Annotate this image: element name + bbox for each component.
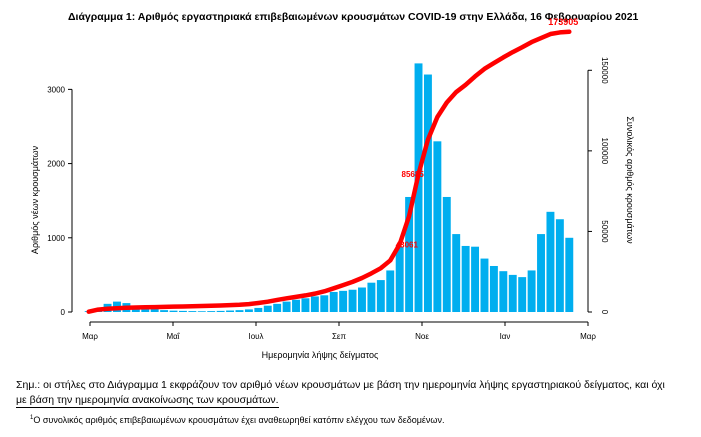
bar — [292, 299, 300, 312]
y2-axis-label: Συνολικός αριθμός κρουσμάτων — [625, 116, 635, 244]
bar — [527, 270, 536, 312]
bar-series — [84, 63, 574, 312]
bar — [423, 74, 432, 312]
bar — [499, 271, 508, 312]
footnote: 1Ο συνολικός αριθμός επιβεβαιωμένων κρου… — [30, 415, 444, 425]
y-axis-label: Αριθμός νέων κρουσμάτων — [30, 145, 40, 254]
bar — [216, 310, 225, 312]
x-tick-label: Ιουλ — [248, 332, 263, 341]
bar — [150, 309, 159, 312]
bar — [235, 310, 244, 312]
total-cases-series — [86, 29, 572, 314]
bar — [160, 310, 169, 312]
bar — [376, 280, 385, 312]
bar — [169, 310, 178, 312]
right-tick-label: 0 — [600, 310, 609, 315]
bar — [537, 234, 545, 312]
bar — [442, 196, 451, 312]
footnote-mark: 1 — [30, 415, 34, 421]
bar — [395, 246, 404, 312]
annotation-total: 173905 — [548, 17, 578, 27]
bar — [254, 307, 263, 312]
bar — [480, 258, 489, 312]
x-tick-label: Νοε — [415, 332, 429, 341]
bar — [518, 277, 527, 312]
x-tick-label: Σεπ — [332, 332, 347, 341]
left-tick-label: 1000 — [47, 234, 65, 243]
note: Σημ.: οι στήλες στο Διάγραμμα 1 εκφράζου… — [16, 378, 686, 408]
bar — [405, 196, 414, 312]
bar — [471, 246, 480, 312]
bar — [188, 311, 197, 312]
note-line-1: Σημ.: οι στήλες στο Διάγραμμα 1 εκφράζου… — [16, 379, 665, 391]
left-tick-label: 3000 — [47, 85, 65, 94]
x-axis-label: Ημερομηνία λήψης δείγματος — [262, 350, 379, 360]
x-tick-label: Μαΐ — [166, 332, 180, 341]
chart-title: Διάγραμμα 1: Αριθμός εργαστηριακά επιβεβ… — [68, 11, 639, 23]
right-tick-label: 150000 — [600, 57, 609, 84]
bar — [386, 270, 395, 312]
bar — [508, 274, 517, 312]
bar — [226, 310, 235, 312]
left-tick-label: 0 — [61, 308, 66, 317]
total-cases-line — [86, 29, 572, 314]
note-line-2: με βάση την ημερομηνία ανακοίνωσης των κ… — [16, 394, 279, 408]
bar — [329, 291, 338, 312]
chart-area: 0 1000 2000 3000 0 50000 100000 150000 Μαρ Μαΐ Ι… — [30, 17, 635, 360]
bar — [358, 287, 366, 312]
bar — [555, 219, 564, 312]
bar — [414, 63, 423, 312]
bar — [339, 290, 348, 312]
x-axis: Μαρ Μαΐ Ιουλ Σεπ Νοε Ιαν Μαρ — [82, 321, 596, 341]
x-tick-label: Μαρ — [580, 332, 596, 341]
bar — [489, 265, 498, 312]
bar — [310, 296, 319, 312]
x-tick-label: Ιαν — [500, 332, 511, 341]
bar — [301, 298, 310, 312]
annotation-low: 43061 — [396, 240, 419, 249]
annotation-mid: 85685 — [402, 170, 425, 179]
right-tick-label: 100000 — [600, 138, 609, 165]
right-y-axis: 0 50000 100000 150000 — [587, 57, 609, 315]
x-tick-label: Μαρ — [82, 332, 98, 341]
left-y-axis: 0 1000 2000 3000 — [47, 85, 73, 317]
bar — [452, 234, 461, 312]
bar — [178, 310, 187, 312]
bar — [197, 311, 206, 312]
bar — [320, 295, 329, 312]
bar — [244, 309, 253, 312]
bar — [282, 301, 291, 312]
bar — [367, 282, 376, 312]
left-tick-label: 2000 — [47, 160, 65, 169]
right-tick-label: 50000 — [600, 220, 609, 243]
bar — [461, 245, 470, 312]
bar — [348, 289, 357, 312]
bar — [141, 307, 150, 312]
bar — [565, 237, 574, 312]
bar — [207, 311, 216, 312]
footnote-text: Ο συνολικός αριθμός επιβεβαιωμένων κρουσ… — [33, 415, 445, 425]
bar — [546, 211, 555, 312]
bar — [433, 141, 442, 312]
bar — [273, 303, 282, 312]
bar — [263, 305, 272, 312]
